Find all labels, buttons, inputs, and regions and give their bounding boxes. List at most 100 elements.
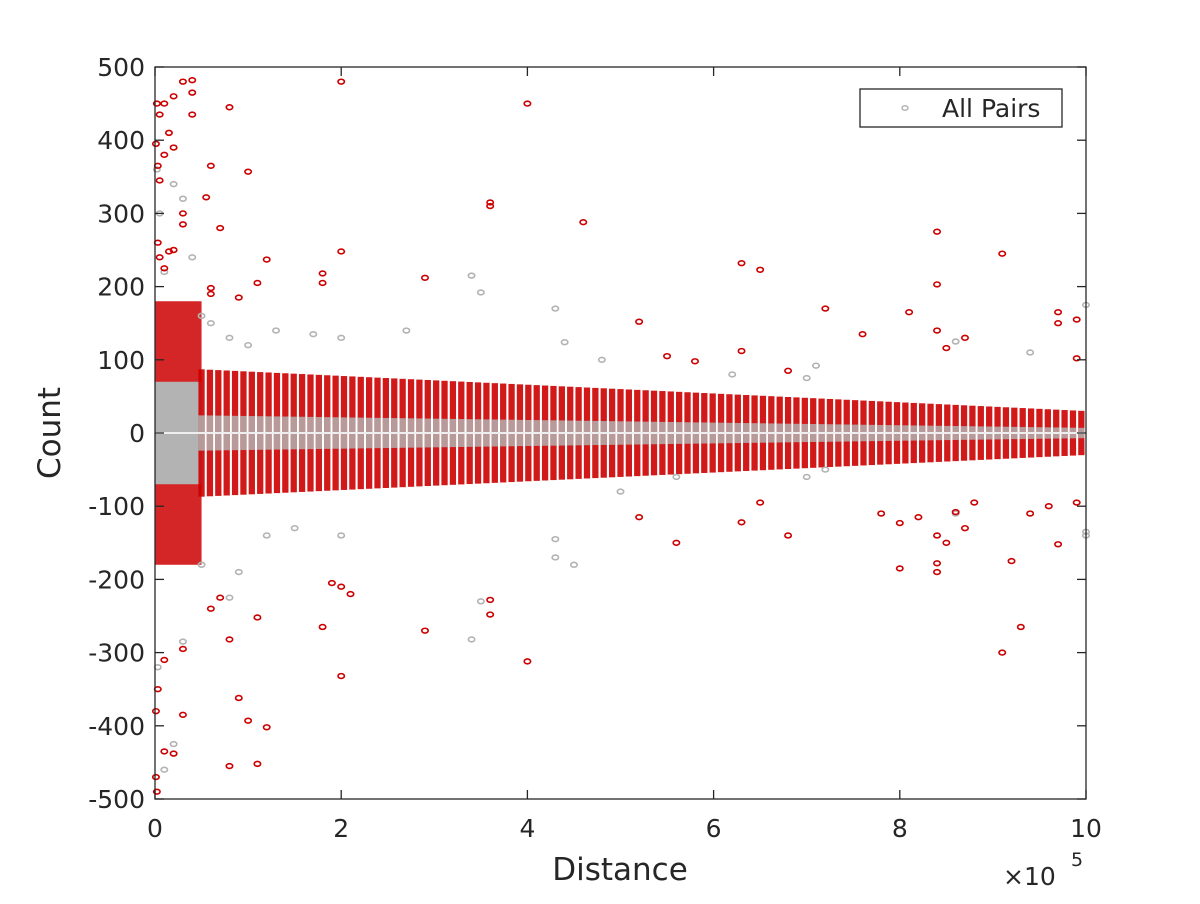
scatter-point bbox=[160, 748, 169, 755]
scatter-point bbox=[234, 294, 243, 301]
scatter-point bbox=[262, 724, 271, 731]
legend-box bbox=[859, 88, 1063, 128]
scatter-point bbox=[821, 466, 830, 473]
scatter-point bbox=[420, 274, 429, 282]
scatter-point bbox=[858, 330, 867, 338]
scatter-point bbox=[1072, 355, 1081, 362]
scatter-point bbox=[523, 658, 532, 665]
scatter-point bbox=[579, 218, 588, 226]
scatter-point bbox=[905, 309, 914, 316]
scatter-point bbox=[290, 524, 299, 532]
scatter-point bbox=[346, 590, 355, 598]
scatter-point bbox=[737, 347, 746, 355]
scatter-point bbox=[272, 327, 281, 334]
x-tick-label: 2 bbox=[333, 814, 349, 843]
scatter-point bbox=[216, 224, 225, 232]
scatter-point bbox=[1044, 503, 1053, 510]
scatter-point bbox=[225, 762, 234, 770]
scatter-point bbox=[1072, 316, 1081, 323]
scatter-point bbox=[188, 89, 197, 96]
scatter-point bbox=[756, 266, 765, 273]
scatter-point bbox=[635, 513, 644, 521]
scatter-point bbox=[155, 111, 164, 118]
x-exponent-power: 5 bbox=[1071, 849, 1083, 871]
scatter-point bbox=[420, 627, 429, 634]
scatter-point bbox=[160, 151, 169, 159]
scatter-point bbox=[178, 711, 187, 719]
scatter-point bbox=[951, 508, 960, 516]
scatter-point bbox=[933, 560, 942, 567]
scatter-point bbox=[951, 338, 960, 345]
scatter-point bbox=[486, 596, 495, 604]
scatter-point bbox=[169, 180, 178, 188]
scatter-point bbox=[202, 194, 211, 201]
legend: All Pairs bbox=[859, 88, 1063, 128]
scatter-point bbox=[756, 499, 765, 506]
scatter-point bbox=[784, 367, 793, 374]
scatter-point bbox=[253, 279, 262, 287]
scatter-point bbox=[178, 645, 187, 653]
scatter-point bbox=[151, 707, 160, 715]
y-tick-label: -100 bbox=[88, 492, 145, 521]
scatter-point bbox=[169, 93, 178, 100]
scatter-point bbox=[1016, 623, 1025, 631]
scatter-point bbox=[337, 672, 346, 680]
scatter-point bbox=[895, 565, 904, 572]
legend-marker bbox=[901, 105, 909, 111]
scatter-point bbox=[1054, 309, 1063, 316]
scatter-point bbox=[895, 519, 904, 527]
scatter-point bbox=[152, 788, 161, 795]
scatter-point bbox=[476, 598, 485, 605]
y-tick-label: 300 bbox=[97, 199, 145, 228]
scatter-point bbox=[206, 162, 215, 170]
scatter-point bbox=[802, 473, 811, 481]
scatter-point bbox=[197, 312, 206, 320]
scatter-point bbox=[690, 358, 699, 365]
scatter-point bbox=[402, 327, 411, 334]
scatter-point bbox=[188, 111, 197, 118]
scatter-point bbox=[178, 638, 187, 645]
y-tick-label: 200 bbox=[97, 273, 145, 302]
y-tick-label: -500 bbox=[88, 785, 145, 814]
scatter-point bbox=[152, 100, 161, 107]
y-axis-label: Count bbox=[32, 387, 68, 479]
scatter-point bbox=[467, 636, 476, 643]
scatter-point bbox=[234, 568, 243, 576]
scatter-point bbox=[155, 177, 164, 184]
scatter-point bbox=[206, 284, 215, 292]
y-tick-label: 500 bbox=[97, 53, 145, 82]
dense-band-layer bbox=[155, 301, 1086, 565]
scatter-point bbox=[635, 318, 644, 325]
y-tick-label: 100 bbox=[97, 346, 145, 375]
scatter-point bbox=[337, 583, 346, 590]
scatter-point bbox=[160, 268, 169, 276]
scatter-point bbox=[225, 636, 234, 643]
scatter-point bbox=[960, 524, 969, 532]
scatter-point bbox=[933, 228, 942, 235]
scatter-point bbox=[253, 614, 262, 621]
scatter-point bbox=[318, 623, 327, 631]
scatter-point bbox=[337, 334, 346, 342]
scatter-point bbox=[802, 374, 811, 382]
points-layer bbox=[151, 76, 1091, 795]
y-tick-label: -200 bbox=[88, 565, 145, 594]
scatter-point bbox=[337, 248, 346, 255]
scatter-point bbox=[942, 539, 951, 546]
ticks-layer: 0 2 4 6 8 10 -500 -400 -300 -200 -100 0 100 200 300 400… bbox=[88, 53, 1102, 843]
x-tick-label: 10 bbox=[1070, 814, 1102, 843]
scatter-point bbox=[933, 568, 942, 576]
scatter-point bbox=[970, 499, 979, 506]
scatter-point bbox=[551, 535, 560, 543]
x-tick-label: 8 bbox=[892, 814, 908, 843]
scatter-point bbox=[914, 513, 923, 521]
scatter-point bbox=[178, 221, 187, 228]
scatter-point bbox=[178, 210, 187, 217]
scatter-point bbox=[225, 594, 234, 601]
scatter-point bbox=[1072, 499, 1081, 506]
scatter-point bbox=[998, 250, 1007, 257]
scatter-point bbox=[933, 327, 942, 334]
scatter-point bbox=[737, 259, 746, 267]
scatter-point bbox=[551, 305, 560, 312]
scatter-point bbox=[1026, 510, 1035, 517]
y-tick-label: -400 bbox=[88, 712, 145, 741]
